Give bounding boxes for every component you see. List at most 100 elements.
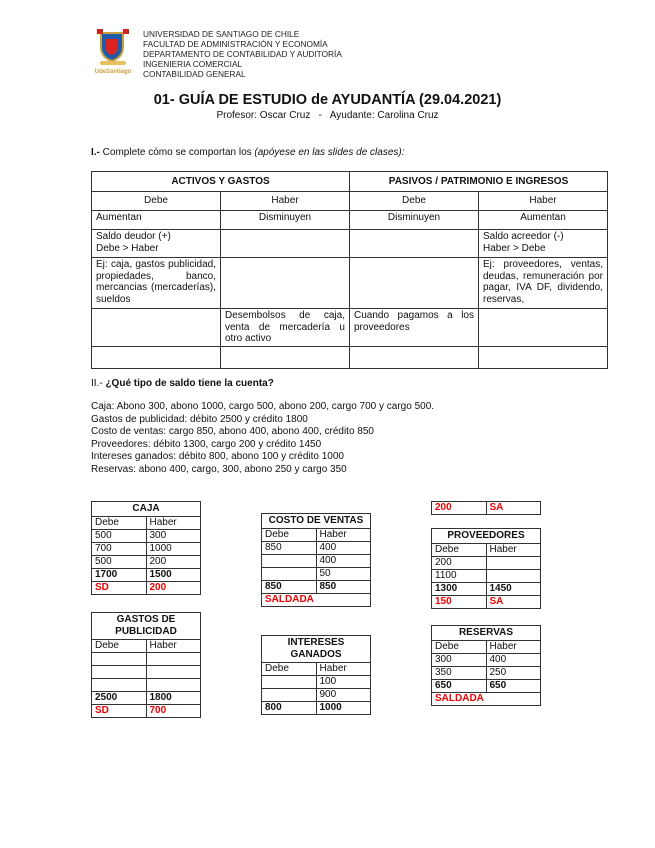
haber-cell: 1800: [145, 691, 201, 705]
account-row: 100: [261, 675, 371, 689]
section-text: Complete cómo se comportan los: [99, 147, 255, 158]
debe-cell: Debe: [261, 528, 317, 542]
table-cell: Disminuyen: [349, 210, 479, 230]
haber-cell: Haber: [145, 516, 201, 530]
haber-cell: 1500: [145, 568, 201, 582]
section-1-heading: I.- Complete cómo se comportan los (apóy…: [91, 147, 404, 158]
table-cell: Saldo acreedor (-) Haber > Debe: [478, 229, 608, 258]
account-title: PROVEEDORES: [431, 528, 541, 544]
haber-cell: Haber: [315, 662, 371, 676]
debe-cell: 500: [91, 529, 147, 543]
haber-cell: [485, 556, 541, 570]
haber-cell: 1000: [315, 701, 371, 715]
haber-cell: 200: [145, 555, 201, 569]
debe-cell: [261, 567, 317, 581]
table-row: [91, 345, 608, 369]
debe-cell: [261, 675, 317, 689]
account-row: Debe Haber: [261, 662, 371, 676]
haber-cell: [485, 569, 541, 583]
debe-cell: 700: [91, 542, 147, 556]
account-row: 850 400: [261, 541, 371, 555]
debe-cell: 850: [261, 580, 317, 594]
university-logo: UdeSantiago: [95, 27, 132, 75]
account-title: INTERESES GANADOS: [261, 635, 371, 663]
subtitle: Profesor: Oscar Cruz - Ayudante: Carolin…: [216, 110, 439, 121]
table-cell: [220, 229, 350, 258]
debe-cell: 650: [431, 679, 487, 693]
haber-cell: 900: [315, 688, 371, 702]
balance-status: SALDADA: [431, 692, 541, 706]
account-row: 850 850: [261, 580, 371, 594]
account-row: 50: [261, 567, 371, 581]
svg-text:UdeSantiago: UdeSantiago: [95, 69, 131, 75]
table-row: Desembolsos de caja, venta de mercadería…: [91, 308, 608, 347]
account-row: 700 1000: [91, 542, 201, 556]
account-row: 800 1000: [261, 701, 371, 715]
t-account-reservas: RESERVAS Debe Haber 300 400 350 250 650 650 SALDA…: [431, 625, 541, 706]
haber-cell: 200: [145, 581, 201, 595]
account-title: GASTOS DE PUBLICIDAD: [91, 612, 201, 640]
account-title: CAJA: [91, 501, 201, 517]
t-account-fragment: 200 SA: [431, 501, 541, 515]
haber-cell: Haber: [485, 543, 541, 557]
debe-cell: [91, 652, 147, 666]
group-header: PASIVOS / PATRIMONIO E INGRESOS: [349, 171, 608, 192]
debe-cell: [261, 688, 317, 702]
haber-cell: 1000: [145, 542, 201, 556]
header-line: CONTABILIDAD GENERAL: [143, 69, 246, 79]
debe-cell: 1700: [91, 568, 147, 582]
debe-cell: 2500: [91, 691, 147, 705]
haber-cell: SA: [485, 501, 541, 515]
table-cell: Ej: caja, gastos publicidad, propiedades…: [91, 257, 221, 309]
haber-cell: 850: [315, 580, 371, 594]
account-row: [91, 678, 201, 692]
haber-cell: 400: [315, 541, 371, 555]
column-header: Haber: [220, 191, 350, 211]
account-row: SD 700: [91, 704, 201, 718]
account-behavior-table: ACTIVOS Y GASTOS PASIVOS / PATRIMONIO E I…: [91, 171, 608, 369]
haber-cell: [145, 665, 201, 679]
column-header: Haber: [478, 191, 608, 211]
account-title: RESERVAS: [431, 625, 541, 641]
debe-cell: [261, 554, 317, 568]
table-cell: Aumentan: [478, 210, 608, 230]
account-row: 150 SA: [431, 595, 541, 609]
account-row: 900: [261, 688, 371, 702]
table-cell: [478, 308, 608, 347]
statement: Caja: Abono 300, abono 1000, cargo 500, …: [91, 401, 435, 412]
debe-cell: 300: [431, 653, 487, 667]
account-title: COSTO DE VENTAS: [261, 513, 371, 529]
account-row: 200: [431, 556, 541, 570]
debe-cell: 500: [91, 555, 147, 569]
haber-cell: 50: [315, 567, 371, 581]
account-row: 400: [261, 554, 371, 568]
t-account-caja: CAJA Debe Haber 500 300 700 1000 500 200 1700 1500…: [91, 501, 201, 595]
haber-cell: SA: [485, 595, 541, 609]
debe-cell: 200: [431, 501, 487, 515]
table-cell: Desembolsos de caja, venta de mercadería…: [220, 308, 350, 347]
table-cell: [349, 229, 479, 258]
table-cell: [220, 345, 350, 369]
institution-header: UNIVERSIDAD DE SANTIAGO DE CHILE FACULTA…: [143, 29, 342, 79]
haber-cell: Haber: [145, 639, 201, 653]
table-cell: Aumentan: [91, 210, 221, 230]
page-title: 01- GUÍA DE ESTUDIO de AYUDANTÍA (29.04.…: [153, 92, 502, 108]
account-row: Debe Haber: [261, 528, 371, 542]
table-cell: [91, 345, 221, 369]
account-row: 2500 1800: [91, 691, 201, 705]
table-cell: [349, 345, 479, 369]
haber-cell: 300: [145, 529, 201, 543]
section-note: (apóyese en las slides de clases):: [254, 147, 405, 158]
column-header: Debe: [91, 191, 221, 211]
haber-cell: Haber: [315, 528, 371, 542]
debe-cell: 150: [431, 595, 487, 609]
account-row: SD 200: [91, 581, 201, 595]
statement: Intereses ganados: débito 800, abono 100…: [91, 451, 344, 463]
table-cell: Cuando pagamos a los proveedores: [349, 308, 479, 347]
account-row: 200 SA: [431, 501, 541, 515]
debe-cell: SD: [91, 704, 147, 718]
debe-cell: 200: [431, 556, 487, 570]
debe-cell: SD: [91, 581, 147, 595]
debe-cell: 1300: [431, 582, 487, 596]
